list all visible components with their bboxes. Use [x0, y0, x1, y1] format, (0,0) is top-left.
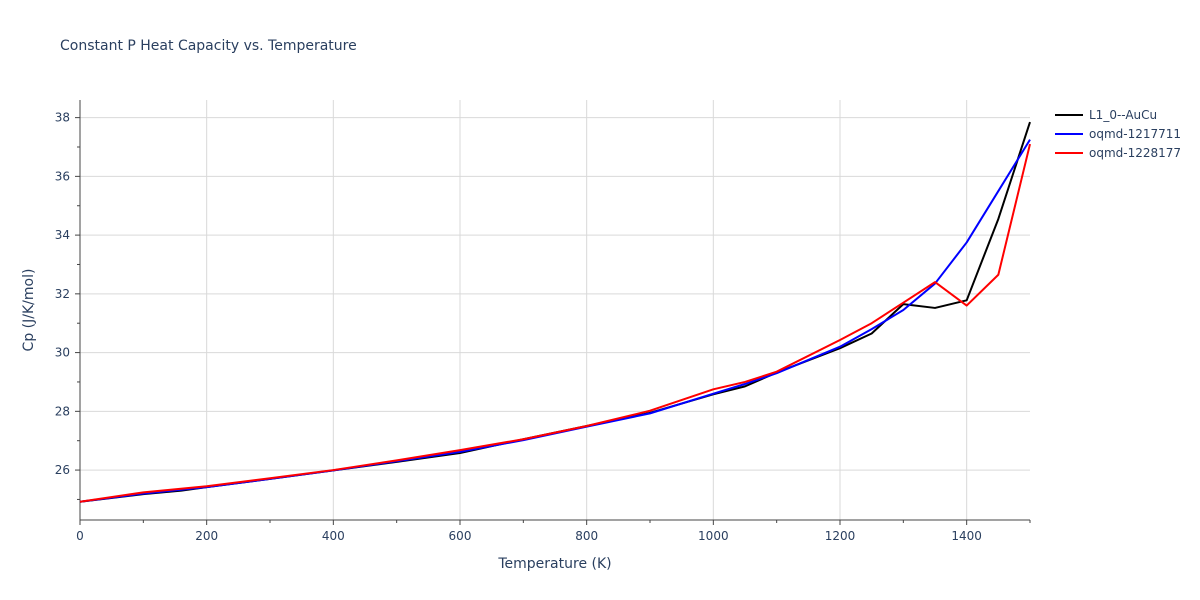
y-tick-label: 28 — [55, 404, 70, 418]
x-tick-label: 800 — [575, 529, 598, 543]
x-tick-label: 1000 — [698, 529, 729, 543]
x-tick-label: 1200 — [825, 529, 856, 543]
x-axis-title: Temperature (K) — [497, 556, 611, 572]
series-line-oqmd-1228177 — [79, 143, 1031, 503]
y-tick-label: 34 — [55, 228, 70, 242]
legend-item[interactable]: L1_0--AuCu — [1055, 108, 1157, 122]
x-tick-label: 200 — [195, 529, 218, 543]
y-tick-label: 30 — [55, 346, 70, 360]
y-tick-label: 26 — [55, 463, 70, 477]
grid-layer — [80, 100, 1030, 520]
axis-layer: 0 200 400 600 800 1000 1200 1400 26 28 30 32 34 36 38 — [55, 100, 1031, 543]
series-layer — [79, 121, 1031, 503]
y-tick-label: 36 — [55, 169, 70, 183]
x-tick-label: 1400 — [951, 529, 982, 543]
x-tick-label: 0 — [76, 529, 84, 543]
legend-label: oqmd-1217711 — [1089, 127, 1181, 141]
series-line-oqmd-1217711 — [79, 139, 1031, 503]
legend-label: L1_0--AuCu — [1089, 108, 1157, 122]
legend-item[interactable]: oqmd-1217711 — [1055, 127, 1181, 141]
y-axis-title: Cp (J/K/mol) — [21, 269, 37, 352]
y-tick-label: 38 — [55, 111, 70, 125]
y-tick-label: 32 — [55, 287, 70, 301]
legend: L1_0--AuCu oqmd-1217711 oqmd-1228177 — [1055, 108, 1181, 160]
legend-item[interactable]: oqmd-1228177 — [1055, 146, 1181, 160]
x-tick-label: 400 — [322, 529, 345, 543]
x-tick-label: 600 — [449, 529, 472, 543]
legend-label: oqmd-1228177 — [1089, 146, 1181, 160]
chart-title: Constant P Heat Capacity vs. Temperature — [60, 38, 357, 54]
